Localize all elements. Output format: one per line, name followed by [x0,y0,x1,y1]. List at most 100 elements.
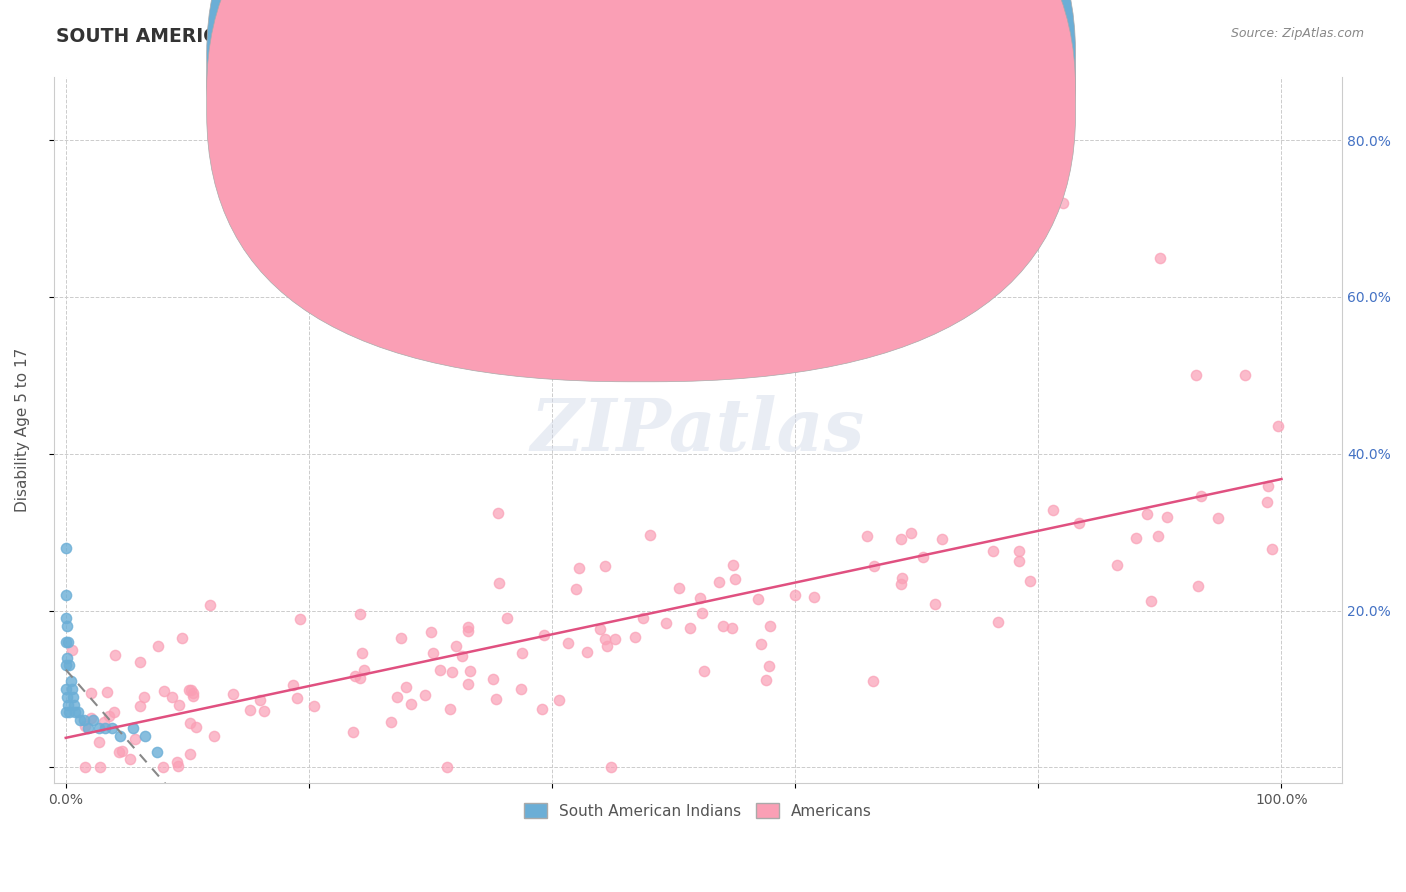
Point [1069,516,1091,530]
Point [440,665,463,679]
Point [589,622,612,636]
Point [128,699,150,714]
Point [758,659,780,673]
Text: R = 0.552   N = 144: R = 0.552 N = 144 [636,92,824,110]
Legend: South American Indians, Americans: South American Indians, Americans [517,797,879,825]
Point [803,590,825,604]
Point [568,560,591,574]
Point [668,581,690,595]
Point [751,637,773,651]
Point [1233,368,1256,383]
Point [510,646,533,660]
Point [76,721,98,735]
Point [530,701,553,715]
Text: SOUTH AMERICAN INDIAN VS AMERICAN DISABILITY AGE 5 TO 17 CORRELATION CHART: SOUTH AMERICAN INDIAN VS AMERICAN DISABI… [56,27,973,45]
Point [420,625,443,640]
Point [987,615,1010,630]
Point [170,631,193,645]
Point [1125,531,1147,545]
Point [891,571,914,585]
Point [436,760,458,774]
Point [399,697,422,711]
Point [496,611,519,625]
Point [747,591,769,606]
Point [166,756,188,770]
Point [98,708,121,723]
Point [152,684,174,698]
Point [58,635,80,649]
Point [1267,418,1289,433]
Point [900,526,922,541]
Point [353,664,375,678]
Point [281,678,304,692]
Point [302,699,325,714]
Point [429,663,451,677]
Point [87,721,110,735]
Point [1136,507,1159,521]
Point [457,620,479,634]
Point [152,760,174,774]
Point [488,576,510,591]
Point [65,706,87,720]
Point [557,636,579,650]
Text: Source: ZipAtlas.com: Source: ZipAtlas.com [1230,27,1364,40]
Point [1149,251,1171,265]
Point [108,745,131,759]
Point [104,648,127,662]
Point [180,683,202,698]
Point [87,735,110,749]
Point [1257,479,1279,493]
Point [380,715,402,730]
Point [55,658,77,673]
Point [55,588,77,602]
Point [595,558,617,573]
Point [55,706,77,720]
Point [110,729,132,743]
Point [179,747,201,762]
Point [481,672,503,686]
Point [638,528,661,542]
Point [983,543,1005,558]
Point [654,616,676,631]
Point [121,721,143,735]
Point [134,729,156,743]
Point [222,687,245,701]
Point [181,690,204,704]
Y-axis label: Disability Age 5 to 17: Disability Age 5 to 17 [15,348,30,512]
Point [1019,574,1042,588]
Point [56,690,79,704]
Point [167,698,190,712]
Point [395,680,418,694]
Point [924,597,946,611]
Point [181,685,204,699]
Point [249,693,271,707]
Point [89,760,111,774]
Point [55,611,77,625]
Point [66,706,89,720]
Point [693,664,716,678]
Point [711,619,734,633]
Point [96,685,118,699]
Point [69,714,91,728]
Point [239,703,262,717]
Point [576,645,599,659]
Point [690,607,713,621]
Point [890,577,912,591]
Point [450,648,472,663]
Point [631,611,654,625]
Point [184,721,207,735]
Point [1140,594,1163,608]
Point [721,621,744,635]
Point [1008,544,1031,558]
Point [111,744,134,758]
Point [128,655,150,669]
Point [56,619,79,633]
Point [63,698,86,712]
Point [1206,510,1229,524]
Point [55,635,77,649]
Point [352,646,374,660]
Point [1008,554,1031,568]
Text: ZIPatlas: ZIPatlas [531,395,865,466]
Point [343,669,366,683]
Point [287,690,309,705]
